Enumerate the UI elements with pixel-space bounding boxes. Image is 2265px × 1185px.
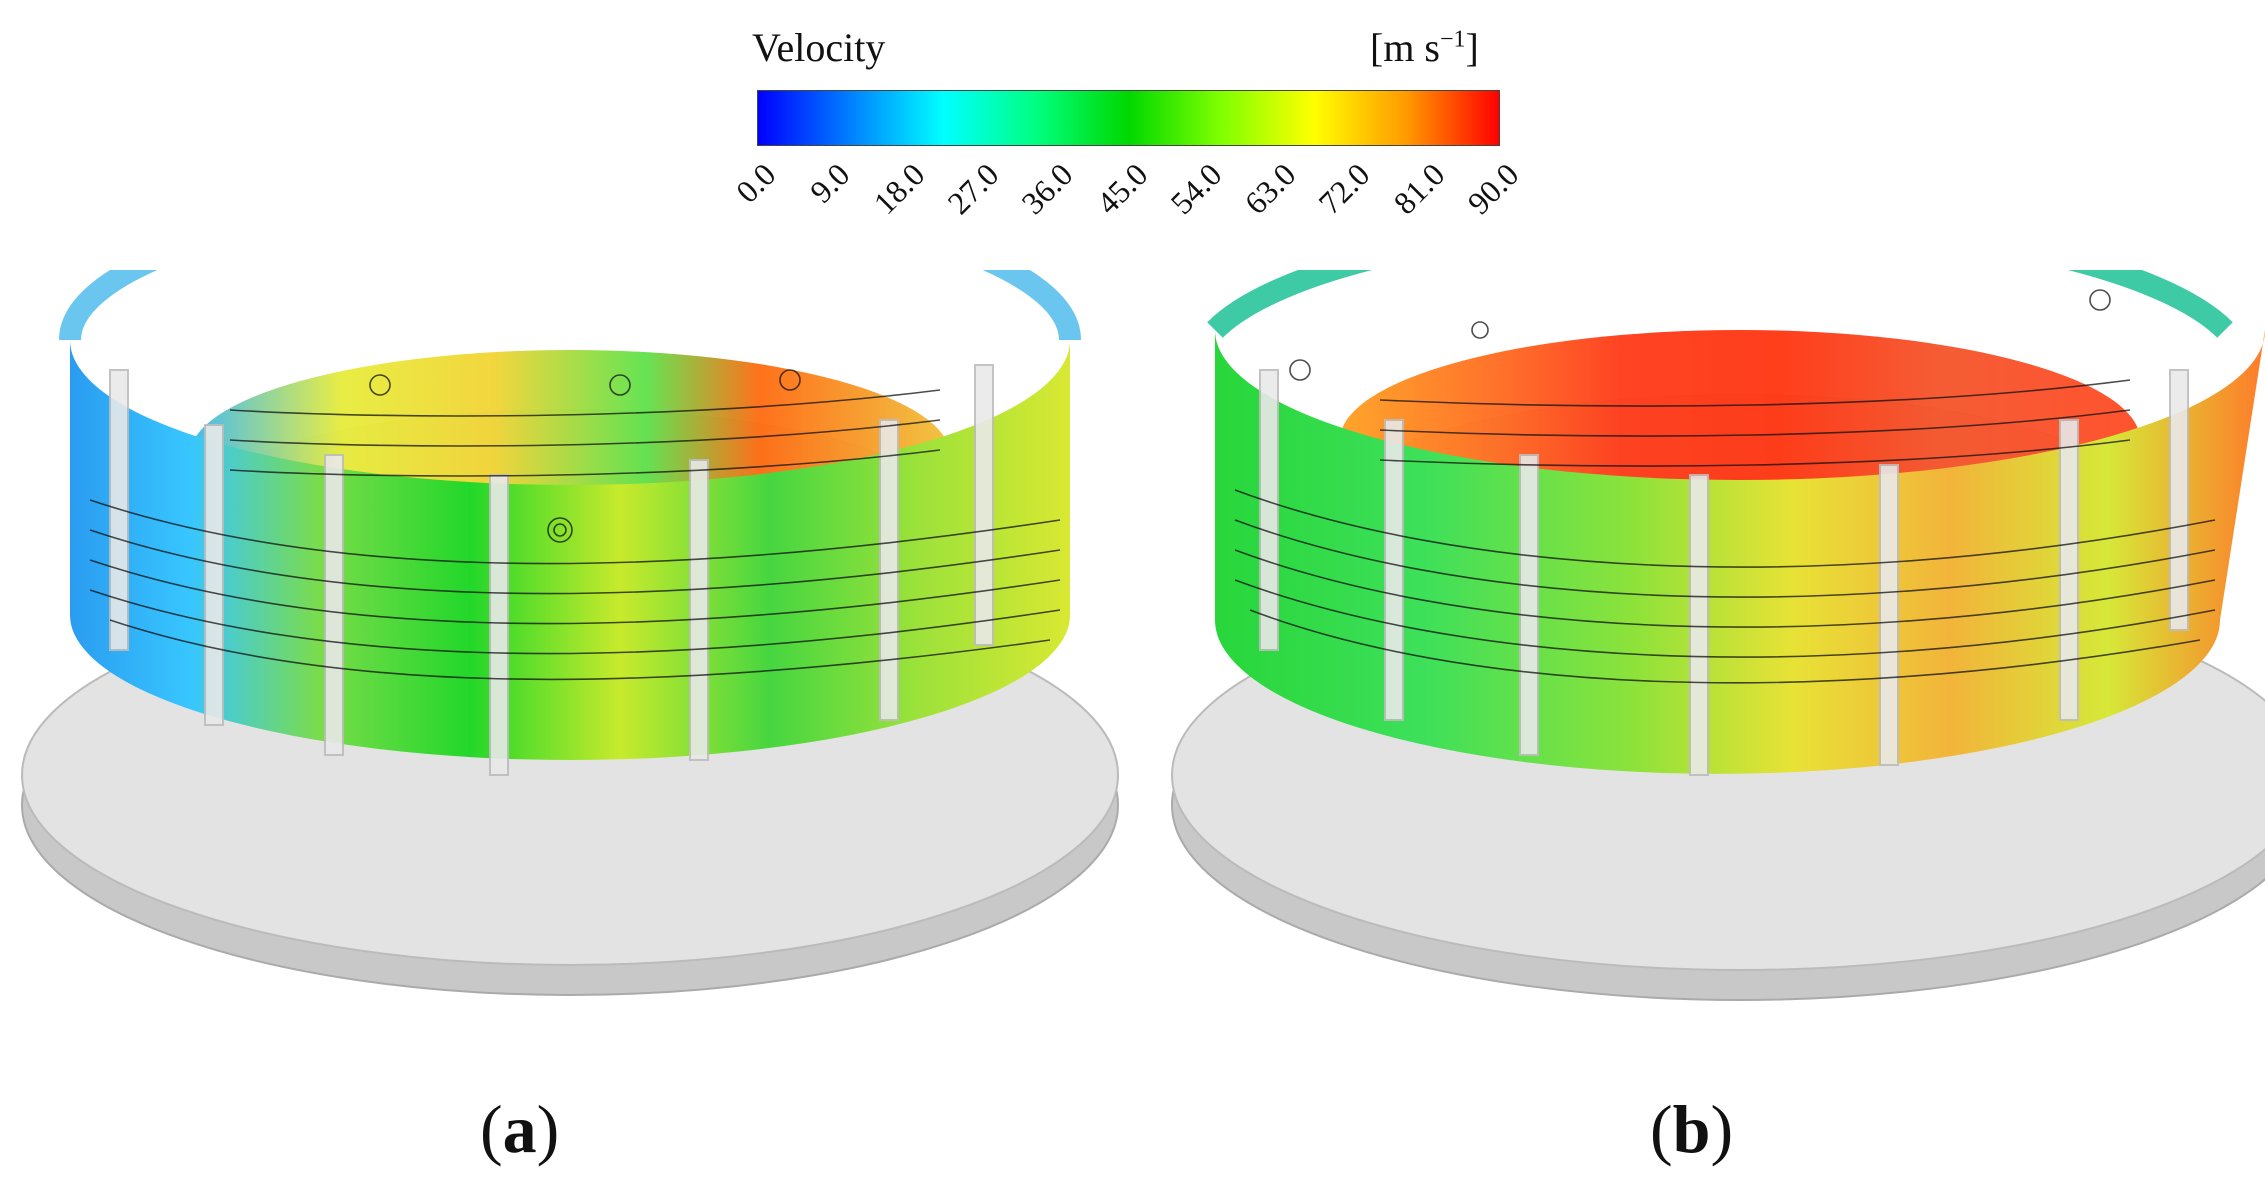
colorbar-title: Velocity <box>752 25 886 70</box>
velocity-colorbar <box>757 90 1500 146</box>
velocity-contour-figure <box>21 270 2265 1001</box>
panel-label-b: (b) <box>1650 1091 1734 1167</box>
panel-b-geometry <box>1171 270 2265 1001</box>
colorbar-unit: [m s−1] <box>1370 25 1479 70</box>
panel-label-a: (a) <box>480 1091 560 1167</box>
panel-a-geometry <box>21 270 1119 996</box>
